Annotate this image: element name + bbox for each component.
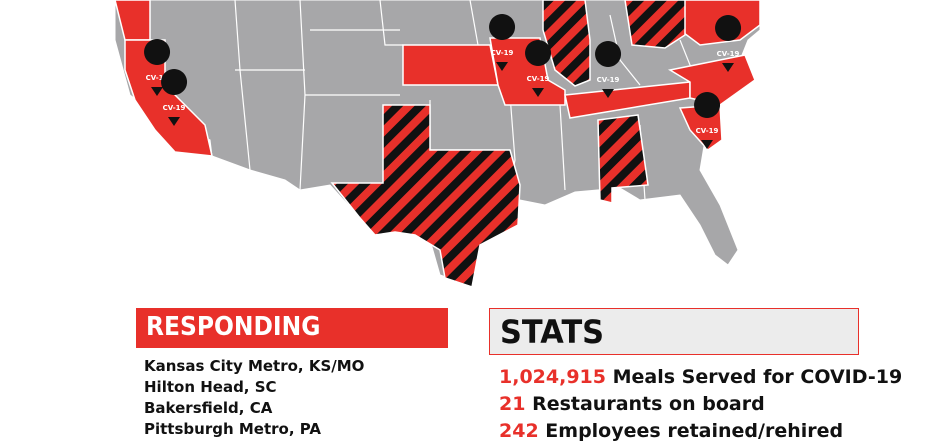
stats-title: STATS (500, 313, 605, 351)
striped-states (330, 0, 686, 288)
state-california (124, 39, 213, 157)
stat-text: Restaurants on board (532, 393, 765, 415)
map-marker-icon: CV-19 (694, 92, 721, 149)
responding-location: Hilton Head, SC (144, 378, 277, 396)
state-ohio (624, 0, 686, 49)
stat-item: 1,024,915 Meals Served for COVID-19 (499, 364, 902, 391)
stat-item: 242 Employees retained/rehired (499, 418, 902, 445)
state-illinois (542, 0, 591, 87)
stat-item: 21 Restaurants on board (499, 391, 902, 418)
svg-text:CV-19: CV-19 (491, 49, 514, 57)
map-marker-icon: CV-19 (489, 14, 516, 71)
responding-location: Bakersfield, CA (144, 399, 273, 417)
map-marker-icon: CV-19 (715, 15, 742, 72)
stat-number: 242 (499, 420, 539, 442)
svg-text:CV-19: CV-19 (146, 74, 169, 82)
responding-header: RESPONDING (136, 308, 448, 348)
svg-text:CV-19: CV-19 (696, 127, 719, 135)
svg-text:CV-19: CV-19 (163, 104, 186, 112)
map-marker-icon: CV-19 (161, 69, 188, 126)
map-marker-icon: CV-19 (144, 39, 171, 96)
state-alabama (597, 114, 649, 204)
map-marker-icon: CV-19 (525, 40, 552, 97)
state-texas (330, 104, 521, 288)
svg-text:CV-19: CV-19 (597, 76, 620, 84)
responding-list: Kansas City Metro, KS/MO Hilton Head, SC… (144, 356, 364, 440)
stat-number: 1,024,915 (499, 366, 606, 388)
map-marker-icon: CV-19 (595, 41, 622, 98)
us-map: CV-19 CV-19 CV-19 CV-19 CV-19 CV-19 CV-1… (114, 0, 761, 288)
responding-title: RESPONDING (146, 312, 321, 342)
state-kansas (402, 44, 499, 86)
svg-text:CV-19: CV-19 (717, 50, 740, 58)
svg-text:CV-19: CV-19 (527, 75, 550, 83)
stat-text: Employees retained/rehired (545, 420, 844, 442)
stats-header: STATS (489, 308, 859, 355)
responding-location: Pittsburgh Metro, PA (144, 420, 321, 438)
stat-number: 21 (499, 393, 526, 415)
stats-list: 1,024,915 Meals Served for COVID-19 21 R… (499, 364, 902, 445)
responding-location: Kansas City Metro, KS/MO (144, 357, 365, 375)
map-pins: CV-19 CV-19 CV-19 CV-19 CV-19 CV-19 CV-1… (144, 14, 742, 149)
stat-text: Meals Served for COVID-19 (612, 366, 903, 388)
